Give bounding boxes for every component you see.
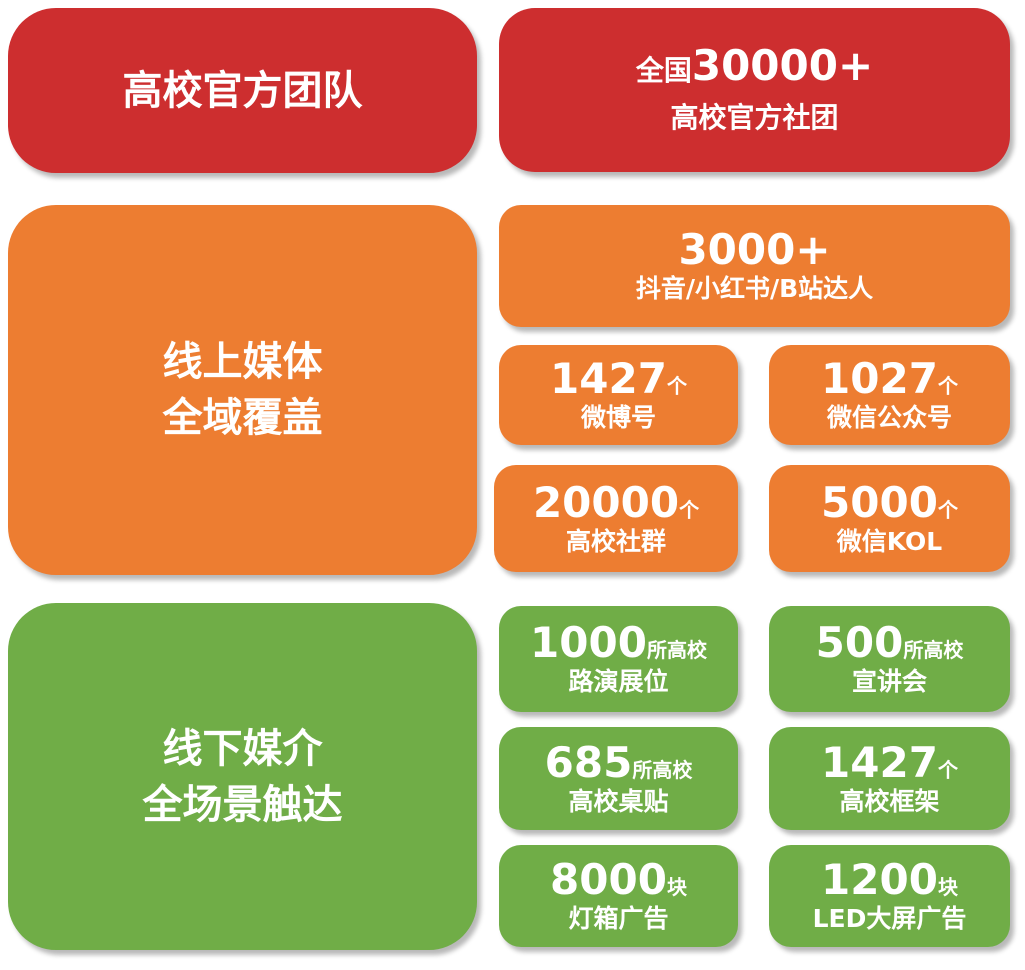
offline-tile: 1427个 高校框架: [769, 727, 1010, 830]
offline-tile: 8000块 灯箱广告: [499, 845, 738, 947]
official-team-title: 高校官方团队: [122, 67, 363, 114]
tile-label: 路演展位: [568, 667, 669, 696]
tile-number: 1427: [550, 354, 667, 403]
online-tile: 20000个 高校社群: [494, 465, 738, 572]
official-team-heading: 高校官方团队: [8, 8, 477, 173]
tile-unit: 所高校: [646, 638, 707, 662]
tile-label: 抖音/小红书/B站达人: [635, 274, 874, 303]
influencers-tile: 3000+ 抖音/小红书/B站达人: [499, 205, 1010, 327]
offline-tile: 685所高校 高校桌贴: [499, 727, 738, 830]
tile-label: 灯箱广告: [568, 904, 669, 933]
tile-number: 3000+: [678, 225, 831, 274]
offline-tile: 1200块 LED大屏广告: [769, 845, 1010, 947]
tile-number: 685: [544, 737, 633, 787]
tile-number: 1000: [530, 618, 647, 667]
tile-unit: 块: [937, 875, 958, 899]
tile-number: 8000: [550, 855, 667, 904]
tile-label: 宣讲会: [851, 667, 927, 696]
tile-number: 500: [815, 618, 904, 667]
tile-label: 微博号: [580, 403, 656, 432]
online-title-line2: 全域覆盖: [162, 395, 323, 441]
tile-label: 微信公众号: [826, 403, 952, 432]
tile-label: 高校桌贴: [568, 786, 669, 816]
tile-label: 高校框架: [839, 786, 940, 816]
tile-unit: 个: [937, 374, 958, 398]
tile-number: 5000: [821, 477, 938, 527]
official-clubs-tile: 全国30000+ 高校官方社团: [499, 8, 1010, 172]
online-title-line1: 线上媒体: [162, 339, 323, 385]
tile-number: 20000: [532, 477, 680, 527]
offline-tile: 500所高校 宣讲会: [769, 606, 1010, 712]
offline-title-line1: 线下媒介: [162, 725, 323, 772]
tile-unit: 所高校: [903, 638, 964, 662]
offline-tile: 1000所高校 路演展位: [499, 606, 738, 712]
tile-label: 高校官方社团: [670, 101, 839, 134]
tile-unit: 个: [937, 497, 958, 522]
tile-unit: 块: [666, 875, 687, 899]
offline-media-heading: 线下媒介 全场景触达: [8, 603, 477, 950]
tile-number: 1200: [821, 855, 938, 904]
tile-number-line: 全国30000+: [636, 43, 873, 99]
tile-unit: 所高校: [632, 757, 693, 782]
tile-label: 高校社群: [565, 526, 666, 556]
tile-number: 30000+: [691, 41, 874, 90]
tile-number: 1427: [821, 737, 938, 787]
tile-prefix: 全国: [635, 54, 692, 87]
tile-number: 1027: [821, 354, 938, 403]
online-tile: 1027个 微信公众号: [769, 345, 1010, 445]
tile-label: 微信KOL: [836, 526, 943, 556]
tile-unit: 个: [666, 374, 687, 398]
offline-title-line2: 全场景触达: [142, 781, 343, 828]
tile-label: LED大屏广告: [812, 904, 967, 933]
online-tile: 1427个 微博号: [499, 345, 738, 445]
tile-unit: 个: [937, 757, 958, 782]
online-media-heading: 线上媒体 全域覆盖: [8, 205, 477, 575]
tile-unit: 个: [679, 497, 700, 522]
online-tile: 5000个 微信KOL: [769, 465, 1010, 572]
